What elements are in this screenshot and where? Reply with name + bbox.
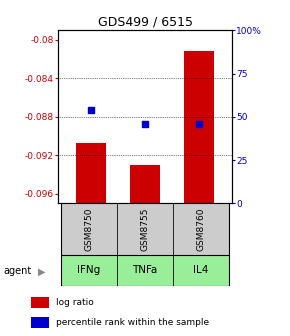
Text: GSM8755: GSM8755	[140, 208, 150, 251]
Bar	[31, 296, 49, 308]
Bar	[184, 51, 214, 203]
Bar	[117, 255, 173, 286]
Text: log ratio: log ratio	[56, 298, 94, 307]
Point	[197, 121, 202, 126]
Bar	[117, 203, 173, 255]
Text: GSM8760: GSM8760	[197, 208, 206, 251]
Bar	[31, 317, 49, 329]
Bar	[130, 165, 160, 203]
Text: ▶: ▶	[38, 266, 46, 277]
Text: IFNg: IFNg	[77, 265, 100, 276]
Bar	[173, 203, 229, 255]
Text: GDS499 / 6515: GDS499 / 6515	[97, 15, 193, 28]
Point	[143, 121, 147, 126]
Bar	[173, 255, 229, 286]
Point	[88, 107, 93, 113]
Bar	[61, 255, 117, 286]
Text: agent: agent	[3, 266, 31, 277]
Text: percentile rank within the sample: percentile rank within the sample	[56, 318, 209, 327]
Bar	[76, 143, 106, 203]
Bar	[61, 203, 117, 255]
Text: TNFa: TNFa	[132, 265, 158, 276]
Text: IL4: IL4	[193, 265, 209, 276]
Text: GSM8750: GSM8750	[84, 208, 93, 251]
